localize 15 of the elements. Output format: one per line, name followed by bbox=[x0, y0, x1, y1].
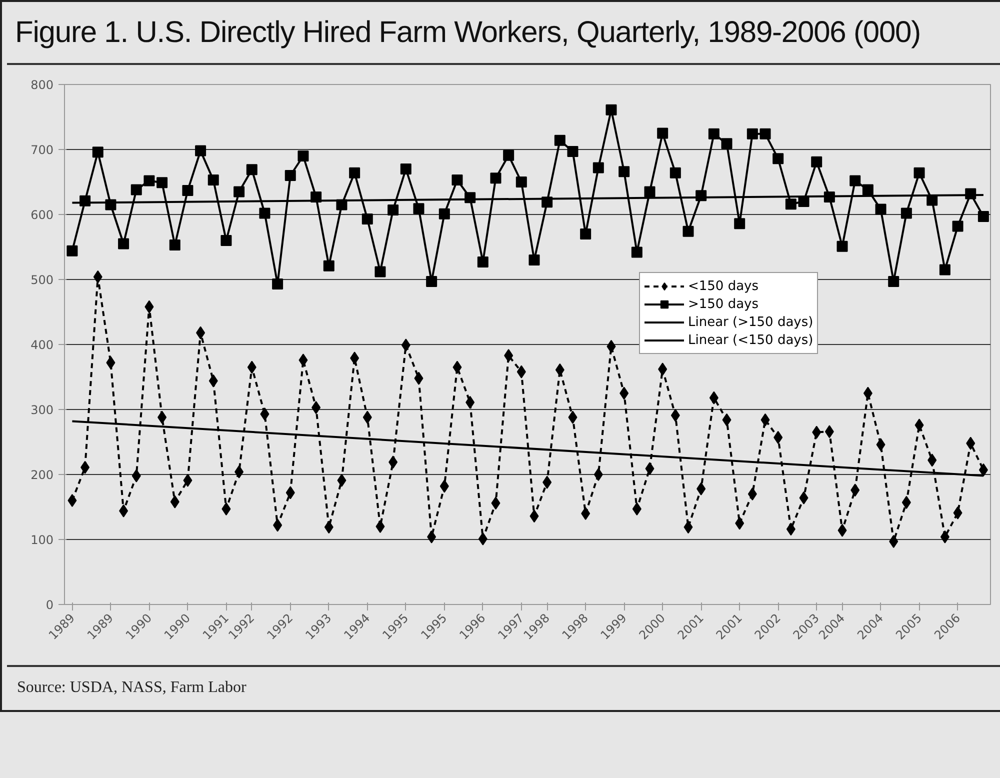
y-tick-label: 500 bbox=[30, 273, 54, 287]
y-tick-label: 700 bbox=[30, 143, 54, 157]
source-note: Source: USDA, NASS, Farm Labor bbox=[17, 678, 246, 698]
y-tick-label: 600 bbox=[30, 208, 54, 222]
y-tick-label: 100 bbox=[30, 533, 54, 547]
y-tick-label: 0 bbox=[46, 598, 54, 612]
y-tick-label: 400 bbox=[30, 338, 54, 352]
legend-label: Linear (<150 days) bbox=[688, 332, 814, 349]
chart-title: Figure 1. U.S. Directly Hired Farm Workers, Quarterly, 1989-2006 (000) bbox=[15, 15, 921, 51]
y-tick-label: 200 bbox=[30, 468, 54, 482]
legend-label: Linear (>150 days) bbox=[688, 314, 814, 331]
legend-label: >150 days bbox=[688, 296, 759, 313]
legend-label: <150 days bbox=[688, 278, 759, 295]
y-tick-label: 800 bbox=[30, 78, 54, 92]
y-tick-label: 300 bbox=[30, 403, 54, 417]
